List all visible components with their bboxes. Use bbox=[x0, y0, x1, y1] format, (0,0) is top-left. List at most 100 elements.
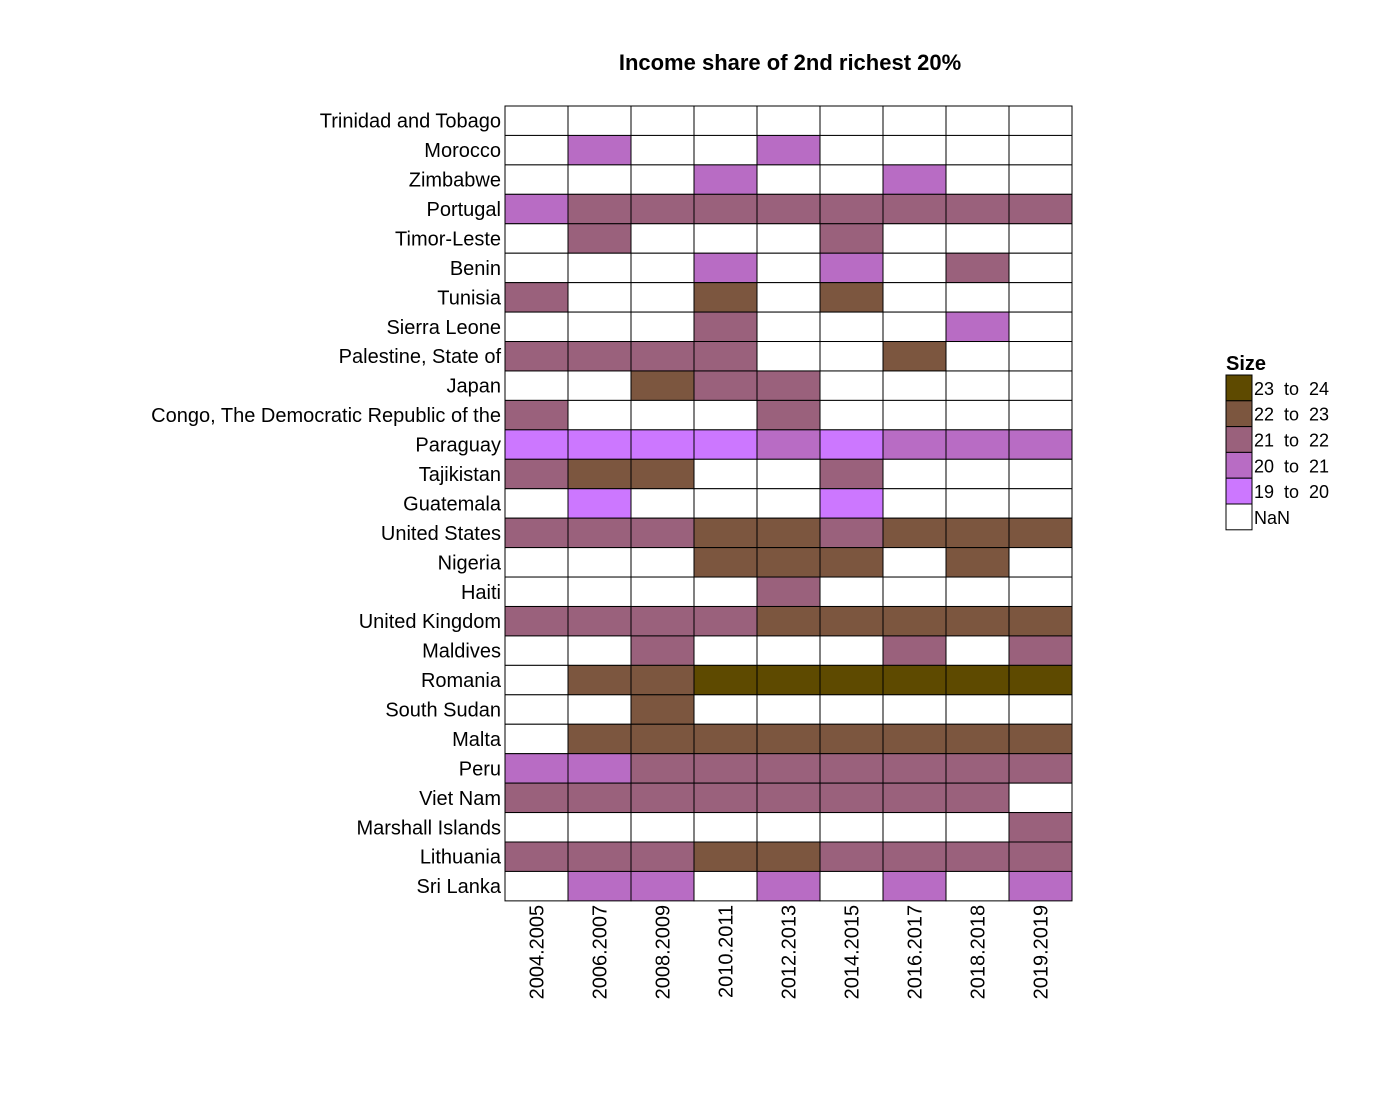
heatmap-cell bbox=[504, 429, 569, 460]
heatmap-cell bbox=[819, 694, 884, 725]
heatmap-cell bbox=[819, 429, 884, 460]
heatmap-cell bbox=[567, 223, 632, 254]
heatmap-cell bbox=[693, 282, 758, 313]
heatmap-cell bbox=[693, 635, 758, 666]
row-label-malta: Malta bbox=[452, 729, 502, 751]
heatmap-cell bbox=[567, 458, 632, 490]
heatmap-cell bbox=[819, 193, 884, 225]
heatmap-cell bbox=[567, 488, 632, 519]
heatmap-cell bbox=[882, 488, 947, 519]
heatmap-cell bbox=[504, 576, 569, 607]
heatmap-cell bbox=[756, 605, 821, 637]
heatmap-cell bbox=[630, 576, 695, 607]
heatmap-cell bbox=[693, 341, 758, 372]
heatmap-cell bbox=[1008, 841, 1073, 872]
row-label-maldives: Maldives bbox=[422, 641, 501, 663]
heatmap-cell bbox=[504, 458, 569, 490]
heatmap-cell bbox=[1008, 193, 1073, 225]
chart-title: Income share of 2nd richest 20% bbox=[619, 50, 961, 75]
heatmap-cell bbox=[504, 841, 569, 872]
row-label-south-sudan: South Sudan bbox=[385, 700, 501, 722]
heatmap-cell bbox=[504, 282, 569, 313]
heatmap-cell bbox=[567, 399, 632, 431]
heatmap-cell bbox=[1008, 605, 1073, 637]
heatmap-cell bbox=[1008, 753, 1073, 784]
heatmap-cell bbox=[882, 311, 947, 343]
row-label-nigeria: Nigeria bbox=[438, 552, 502, 574]
heatmap-cell bbox=[945, 311, 1010, 343]
heatmap-cell bbox=[504, 753, 569, 784]
heatmap-cell bbox=[945, 370, 1010, 401]
heatmap-cell bbox=[819, 753, 884, 784]
heatmap-cell bbox=[945, 605, 1010, 637]
heatmap-cell bbox=[1008, 429, 1073, 460]
heatmap-cell bbox=[882, 223, 947, 254]
heatmap-cell bbox=[504, 547, 569, 578]
row-label-guatemala: Guatemala bbox=[403, 493, 502, 515]
row-label-united-states: United States bbox=[381, 523, 501, 545]
heatmap-cell bbox=[693, 723, 758, 755]
row-label-timor-leste: Timor-Leste bbox=[395, 228, 501, 250]
heatmap-cell bbox=[630, 370, 695, 401]
legend-swatch bbox=[1225, 451, 1253, 479]
row-label-palestine-state-of: Palestine, State of bbox=[339, 346, 502, 368]
heatmap-cell bbox=[756, 105, 821, 136]
heatmap-cell bbox=[882, 635, 947, 666]
legend-label: NaN bbox=[1254, 508, 1290, 528]
heatmap-cell bbox=[756, 723, 821, 755]
heatmap-cell bbox=[693, 812, 758, 843]
heatmap-cell bbox=[1008, 488, 1073, 519]
heatmap-cell bbox=[882, 399, 947, 431]
heatmap-cell bbox=[504, 134, 569, 166]
heatmap-cell bbox=[567, 870, 632, 902]
heatmap-cell bbox=[693, 311, 758, 343]
heatmap-cell bbox=[882, 664, 947, 696]
heatmap-cell bbox=[1008, 370, 1073, 401]
heatmap-cell bbox=[945, 723, 1010, 755]
heatmap-cell bbox=[882, 252, 947, 284]
legend-swatch bbox=[1225, 477, 1253, 505]
heatmap-cell bbox=[567, 723, 632, 755]
heatmap-cell bbox=[882, 782, 947, 814]
heatmap-cell bbox=[945, 576, 1010, 607]
row-label-marshall-islands: Marshall Islands bbox=[356, 817, 501, 839]
heatmap-cell bbox=[882, 723, 947, 755]
heatmap-cell bbox=[693, 517, 758, 549]
heatmap-cell bbox=[1008, 635, 1073, 666]
heatmap-cell bbox=[630, 812, 695, 843]
heatmap-cell bbox=[567, 812, 632, 843]
heatmap-cell bbox=[756, 812, 821, 843]
heatmap-cell bbox=[630, 870, 695, 902]
heatmap-cell bbox=[504, 252, 569, 284]
heatmap-cell bbox=[504, 782, 569, 814]
heatmap-cell bbox=[504, 193, 569, 225]
row-label-congo-the-democratic-republic-of-the: Congo, The Democratic Republic of the bbox=[151, 405, 501, 427]
heatmap-cell bbox=[504, 341, 569, 372]
heatmap-cell bbox=[567, 252, 632, 284]
legend-swatch bbox=[1225, 374, 1253, 402]
heatmap-cell bbox=[630, 223, 695, 254]
heatmap-cell bbox=[567, 164, 632, 195]
heatmap-cell bbox=[945, 664, 1010, 696]
heatmap-cell bbox=[945, 341, 1010, 372]
heatmap-cell bbox=[756, 782, 821, 814]
heatmap-cell bbox=[882, 753, 947, 784]
heatmap-cell bbox=[1008, 164, 1073, 195]
heatmap-cell bbox=[693, 134, 758, 166]
heatmap-cell bbox=[630, 488, 695, 519]
heatmap-cell bbox=[756, 223, 821, 254]
heatmap-cell bbox=[819, 841, 884, 872]
column-label-2004-2005: 2004.2005 bbox=[527, 905, 549, 1000]
row-label-sierra-leone: Sierra Leone bbox=[386, 317, 501, 339]
heatmap-cell bbox=[819, 576, 884, 607]
column-label-2016-2017: 2016.2017 bbox=[905, 905, 927, 1000]
heatmap-cell bbox=[882, 841, 947, 872]
legend-label: 23 to 24 bbox=[1254, 379, 1329, 399]
heatmap-cell bbox=[567, 841, 632, 872]
heatmap-cell bbox=[567, 694, 632, 725]
heatmap-cell bbox=[882, 694, 947, 725]
heatmap-cell bbox=[756, 341, 821, 372]
heatmap-cell bbox=[819, 605, 884, 637]
heatmap-cell bbox=[756, 193, 821, 225]
heatmap-cell bbox=[1008, 105, 1073, 136]
